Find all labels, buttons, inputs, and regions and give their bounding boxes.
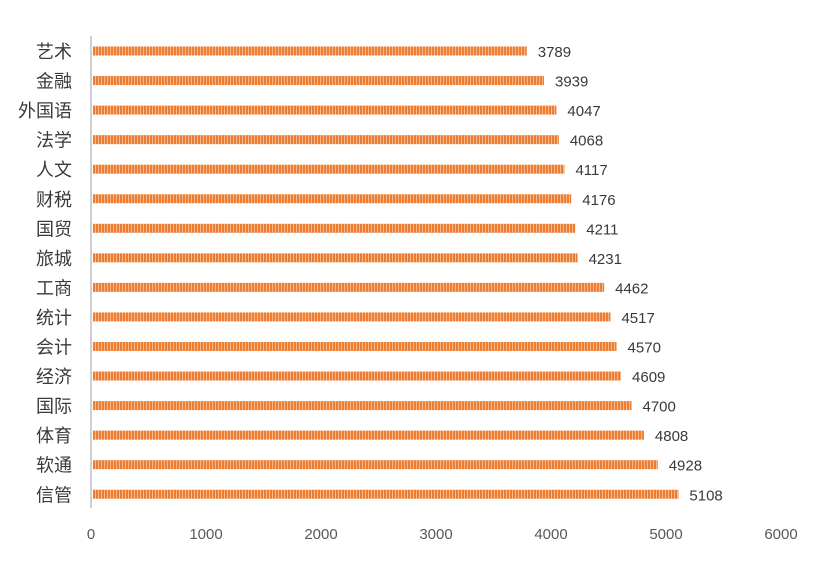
x-tick-label: 5000 (649, 526, 682, 543)
bar (93, 135, 559, 145)
data-label: 4211 (586, 221, 618, 238)
category-label: 外国语 (18, 101, 72, 122)
bar (93, 253, 578, 263)
x-axis-tick-labels: 0 1000 2000 3000 4000 5000 6000 (87, 526, 798, 543)
category-label: 软通 (36, 456, 72, 477)
category-label: 体育 (36, 426, 72, 447)
data-labels: 3789 3939 4047 4068 4117 4176 4211 4231 4462 4517… (538, 44, 723, 504)
bar (93, 194, 572, 204)
bar (93, 460, 658, 470)
data-label: 4117 (575, 162, 607, 179)
data-label: 4808 (655, 428, 688, 445)
bar (93, 371, 622, 381)
bars-group (93, 46, 679, 499)
category-label: 国贸 (36, 219, 72, 240)
x-tick-label: 6000 (764, 526, 797, 543)
data-label: 4570 (628, 340, 661, 357)
category-label: 信管 (36, 485, 72, 506)
data-label: 4176 (582, 192, 615, 209)
x-tick-label: 2000 (304, 526, 337, 543)
category-label: 金融 (36, 72, 72, 93)
category-label: 人文 (36, 160, 72, 181)
bar (93, 401, 632, 411)
bar (93, 282, 605, 292)
category-label: 法学 (36, 131, 72, 152)
bar (93, 105, 557, 115)
bar (93, 46, 527, 56)
bar (93, 342, 617, 351)
category-label: 国际 (36, 397, 72, 418)
category-label: 统计 (36, 308, 72, 329)
data-label: 4928 (669, 458, 702, 475)
category-label: 会计 (36, 338, 72, 359)
bar (93, 430, 644, 440)
data-label: 4517 (621, 310, 654, 327)
bar (93, 76, 544, 86)
data-label: 4231 (589, 251, 622, 268)
x-tick-label: 1000 (189, 526, 222, 543)
category-label: 经济 (36, 367, 72, 388)
x-tick-label: 3000 (419, 526, 452, 543)
bar (93, 223, 576, 233)
category-label: 财税 (36, 190, 72, 211)
data-label: 4700 (643, 399, 676, 416)
bar (93, 312, 611, 322)
category-label: 工商 (36, 278, 72, 299)
category-label: 旅城 (36, 249, 72, 270)
data-label: 4068 (570, 133, 603, 150)
category-label: 艺术 (36, 42, 72, 63)
data-label: 4047 (567, 103, 600, 120)
data-label: 4609 (632, 369, 665, 386)
bar (93, 489, 679, 499)
bar (93, 164, 565, 174)
data-label: 5108 (689, 487, 722, 504)
data-label: 3939 (555, 74, 588, 91)
x-tick-label: 4000 (534, 526, 567, 543)
x-tick-label: 0 (87, 526, 95, 543)
data-label: 4462 (615, 280, 648, 297)
data-label: 3789 (538, 44, 571, 61)
